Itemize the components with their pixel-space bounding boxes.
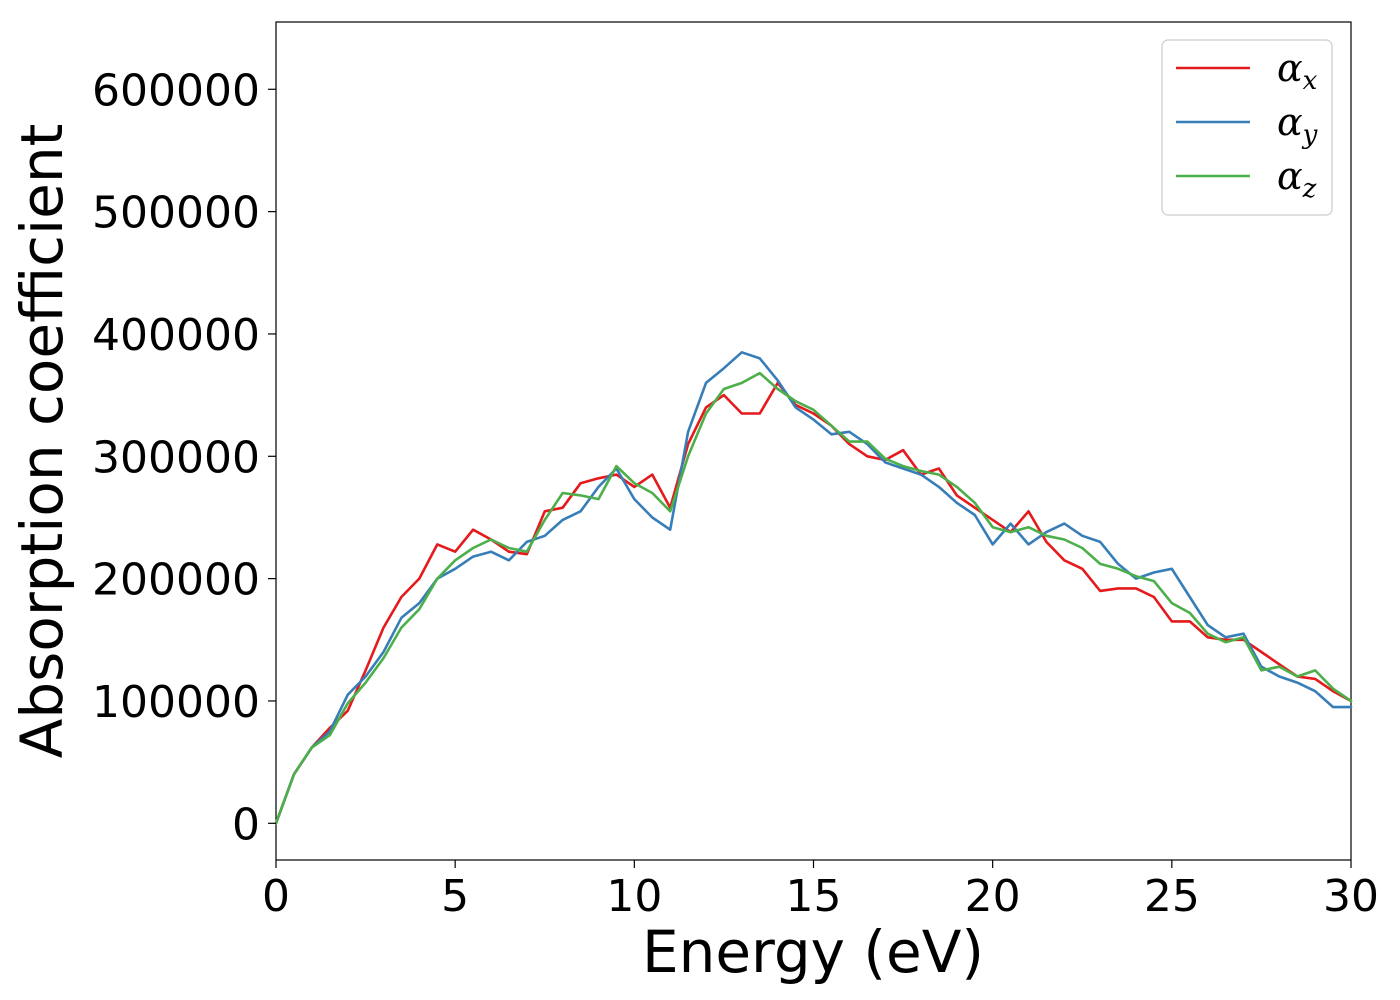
- y-tick-label: 300000: [92, 432, 260, 483]
- y-tick-label: 0: [232, 799, 260, 850]
- legend-symbol: α: [1277, 154, 1303, 198]
- series-line-y: [274, 351, 1353, 825]
- legend-symbol: α: [1277, 46, 1303, 90]
- legend-subscript: y: [1302, 120, 1318, 150]
- series-layer: [274, 351, 1353, 825]
- series-line-z: [274, 371, 1353, 825]
- legend-subscript: x: [1303, 66, 1318, 96]
- legend-box: [1161, 39, 1333, 216]
- x-tick-label: 25: [1144, 871, 1200, 922]
- x-tick-label: 0: [262, 871, 290, 922]
- legend-subscript: z: [1302, 174, 1317, 204]
- y-axis-label: Absorption coefficient: [8, 124, 76, 759]
- y-tick-label: 100000: [92, 677, 260, 728]
- x-tick-label: 5: [441, 871, 469, 922]
- x-axis-label: Energy (eV): [642, 918, 984, 986]
- legend-label-x: αx: [1277, 46, 1318, 96]
- legend-symbol: α: [1277, 100, 1303, 144]
- x-tick-label: 15: [786, 871, 842, 922]
- series-line-x: [274, 381, 1353, 825]
- x-tick-label: 20: [965, 871, 1021, 922]
- y-tick-label: 400000: [92, 310, 260, 361]
- y-tick-label: 600000: [92, 65, 260, 116]
- legend-label-y: αy: [1277, 100, 1318, 150]
- legend-label-z: αz: [1277, 154, 1317, 204]
- x-tick-label: 30: [1323, 871, 1379, 922]
- x-tick-label: 10: [606, 871, 662, 922]
- y-tick-label: 500000: [92, 188, 260, 239]
- axis-layer: 0 5 10 15 20 25 30 0 100000 200000 300000 400000 500…: [92, 65, 1379, 922]
- y-tick-label: 200000: [92, 555, 260, 606]
